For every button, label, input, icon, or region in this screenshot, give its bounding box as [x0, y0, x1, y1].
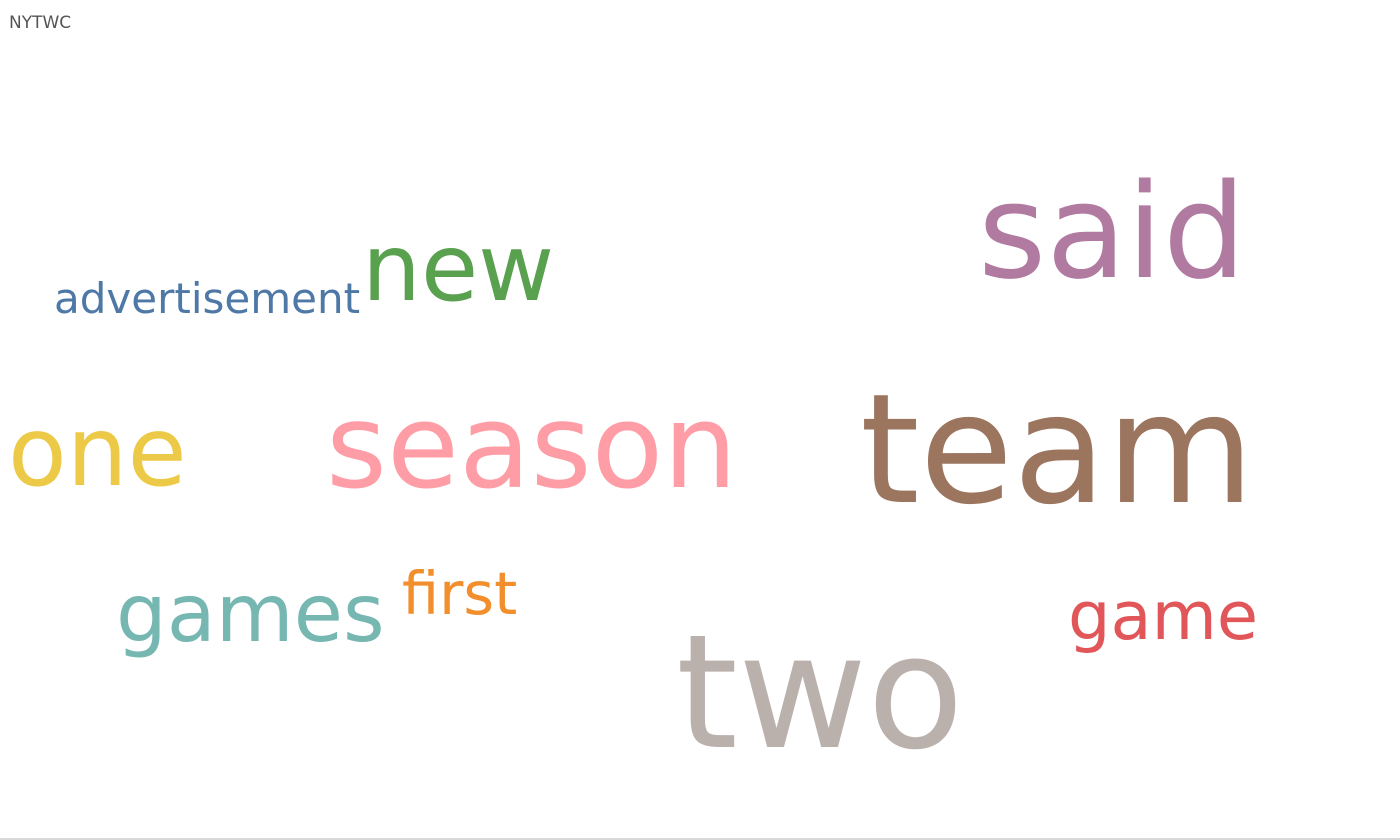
word-one[interactable]: one [8, 396, 187, 508]
word-two[interactable]: two [676, 601, 964, 785]
bottom-divider [0, 838, 1400, 840]
word-first[interactable]: first [402, 559, 518, 628]
sheet-title: NYTWC [9, 13, 72, 33]
word-game[interactable]: game [1068, 577, 1259, 655]
word-said[interactable]: said [978, 155, 1247, 308]
word-advertisement[interactable]: advertisement [54, 274, 361, 323]
word-team[interactable]: team [860, 361, 1255, 538]
word-games[interactable]: games [116, 567, 385, 660]
word-new[interactable]: new [362, 214, 555, 322]
word-season[interactable]: season [326, 378, 738, 515]
